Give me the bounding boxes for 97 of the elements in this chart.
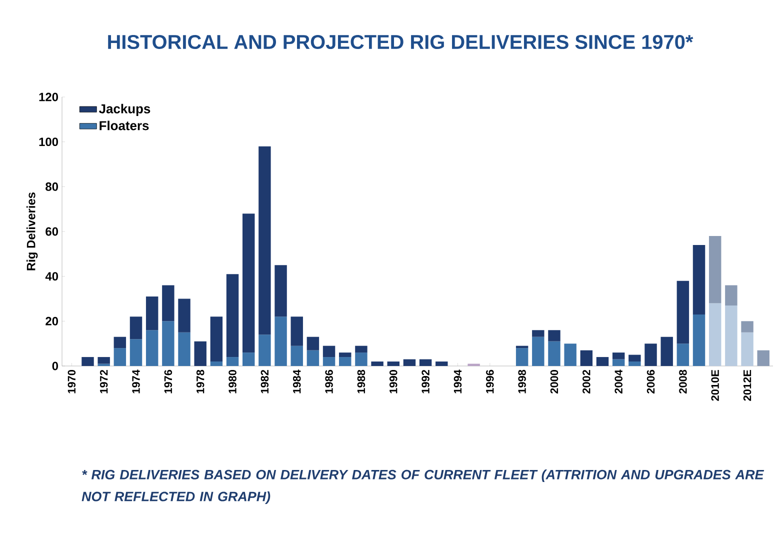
x-tick-label: 1986	[325, 370, 333, 394]
bar	[692, 314, 706, 366]
bar	[339, 357, 352, 366]
x-tick-label: 1974	[132, 370, 140, 394]
legend-label: Floaters	[100, 120, 149, 130]
bar	[178, 298, 190, 332]
bar	[612, 359, 625, 366]
x-tick-label: 1976	[164, 370, 172, 394]
bar	[355, 346, 368, 353]
bar	[82, 357, 94, 366]
bar	[130, 339, 142, 366]
x-tick-label: 1988	[357, 370, 366, 394]
x-tick-label: 1996	[486, 370, 494, 394]
x-tick-label: 2002	[582, 370, 590, 394]
bar	[660, 336, 673, 366]
bar	[532, 330, 544, 337]
bar	[403, 359, 416, 366]
bar	[564, 344, 576, 366]
y-axis-title: Rig Deliveries	[26, 192, 38, 270]
bar	[628, 362, 641, 366]
x-tick-label: 1998	[518, 370, 526, 394]
y-tick-label: 120	[39, 92, 58, 102]
bar	[210, 316, 223, 362]
x-tick-label: 1982	[260, 370, 269, 394]
x-tick-label: 1990	[390, 370, 398, 394]
y-tick-label: 100	[39, 138, 58, 146]
x-tick-label: 2000	[550, 370, 558, 394]
bar	[725, 305, 738, 366]
bar	[708, 236, 722, 304]
bar	[708, 303, 722, 366]
bar	[146, 330, 158, 366]
bar	[419, 359, 432, 366]
bar	[226, 274, 239, 358]
bar	[532, 336, 544, 366]
bar	[676, 280, 690, 344]
bar	[644, 344, 657, 366]
bar	[741, 321, 754, 332]
x-tick-label: 1994	[454, 370, 462, 394]
x-tick-label: 2004	[614, 370, 622, 394]
bar	[130, 316, 142, 340]
bar	[290, 316, 303, 346]
bar	[98, 357, 110, 364]
bar	[162, 321, 174, 366]
bar	[596, 357, 609, 366]
bar	[274, 316, 287, 366]
x-tick-label: 1980	[228, 370, 236, 394]
bar	[226, 357, 239, 366]
x-tick-label: 1970	[68, 370, 76, 394]
bar	[339, 352, 352, 358]
x-tick-label: 1972	[100, 370, 108, 394]
y-tick-label: 0	[52, 362, 58, 370]
bar	[146, 296, 158, 330]
bar	[355, 352, 368, 366]
bar	[290, 346, 303, 366]
bar	[114, 348, 126, 366]
bar	[548, 341, 560, 366]
legend-label: Jackups	[99, 104, 150, 116]
bar	[612, 352, 625, 360]
x-tick-label: 1984	[292, 370, 301, 394]
bar	[548, 330, 560, 342]
bar	[322, 346, 336, 358]
x-tick-label: 1992	[422, 370, 430, 394]
bar	[194, 341, 206, 366]
chart-title: HISTORICAL AND PROJECTED RIG DELIVERIES SINCE 1970*	[108, 34, 694, 50]
bar	[387, 362, 400, 366]
bar	[628, 354, 641, 362]
x-tick-label: 2006	[646, 370, 655, 394]
bar	[242, 214, 255, 353]
text: * RIG DELIVERIES BASED ON DELIVERY DATES OF CURRENT FLEET (ATTRITION AND UPGRADES ARE NOT REFLECTED IN GRAPH)	[82, 470, 764, 504]
y-tick-label: 20	[46, 316, 58, 326]
bar	[242, 352, 255, 366]
bar	[725, 285, 738, 306]
bar	[322, 357, 336, 366]
bar	[210, 362, 223, 366]
bar	[274, 265, 287, 317]
bar	[580, 350, 593, 366]
bar	[306, 336, 320, 350]
y-tick-label: 40	[45, 272, 58, 281]
bar	[516, 348, 528, 366]
x-tick-label: 2010E	[711, 370, 719, 401]
bar	[757, 350, 770, 366]
bar	[162, 285, 174, 322]
bar	[676, 344, 690, 366]
y-tick-label: 60	[46, 227, 58, 236]
x-tick-label: 2012E	[743, 370, 752, 401]
bar	[178, 332, 190, 366]
x-tick-label: 1978	[196, 370, 204, 394]
bar	[371, 362, 384, 366]
y-tick-label: 80	[46, 182, 58, 191]
bar	[114, 336, 126, 348]
bar	[436, 362, 448, 366]
bar	[306, 350, 320, 366]
bar	[258, 334, 271, 366]
bar	[692, 244, 706, 314]
bar	[258, 146, 271, 335]
bar	[741, 332, 754, 366]
x-tick-label: 2008	[679, 370, 687, 394]
